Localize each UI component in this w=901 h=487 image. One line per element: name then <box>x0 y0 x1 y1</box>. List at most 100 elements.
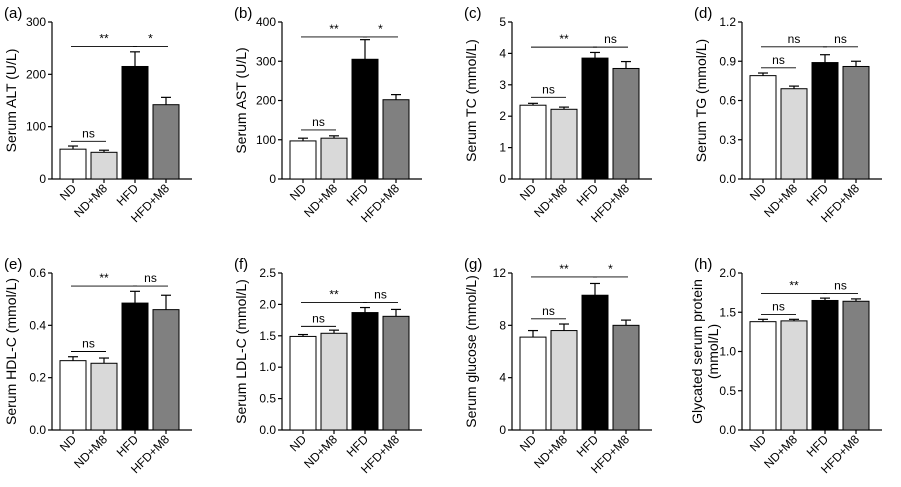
chart-panel-5: (e) Serum HDL-C (mmol/L) 0.0 0.2 0.4 0.6 NDND+… <box>3 256 192 476</box>
y-tick-label: 0.9 <box>719 54 736 68</box>
significance-label: ** <box>99 271 109 285</box>
x-tick-label: ND <box>747 432 769 454</box>
bar-nd-plus-m8 <box>550 108 578 180</box>
bar-hfd <box>581 57 609 180</box>
bar-nd-plus-m8 <box>90 151 118 180</box>
panel-label: (g) <box>464 256 482 273</box>
panel-label: (h) <box>694 256 712 273</box>
x-tick-label: HFD <box>574 181 602 209</box>
y-tick-label: 5 <box>499 15 506 29</box>
bar-nd <box>59 360 87 431</box>
bar-hfd-plus-m8 <box>842 300 870 431</box>
x-tick-label: ND <box>287 181 309 203</box>
x-tick-label: ND+M8 <box>301 181 340 220</box>
chart-panel-4: (d) Serum TG (mmol/L) 0.0 0.3 0.6 0.9 1.2 NDND+… <box>693 5 882 225</box>
y-axis-label: Serum LDL-C (mmol/L) <box>233 279 249 424</box>
bar-nd-plus-m8 <box>320 332 348 431</box>
significance-label: ns <box>834 32 847 46</box>
y-tick-label: 300 <box>256 54 276 68</box>
significance-label: ns <box>312 115 325 129</box>
bar-nd-plus-m8 <box>90 362 118 431</box>
y-tick-label: 100 <box>256 133 276 147</box>
x-tick-label: ND <box>57 181 79 203</box>
y-tick-label: 0.5 <box>719 384 736 398</box>
bar-hfd-plus-m8 <box>842 65 870 180</box>
y-axis-label: Serum TG (mmol/L) <box>693 39 709 162</box>
x-tick-label: HFD <box>344 432 372 460</box>
y-tick-label: 2 <box>499 109 506 123</box>
y-tick-label: 3 <box>499 78 506 92</box>
y-tick-label: 1 <box>499 141 506 155</box>
bar-nd-plus-m8 <box>780 320 808 431</box>
x-tick-label: ND+M8 <box>531 432 570 471</box>
significance-label: ns <box>312 311 325 325</box>
bar-nd <box>59 148 87 180</box>
y-axis-label: Glycated serum protein(mmol/L) <box>689 279 721 424</box>
x-tick-label: ND <box>517 432 539 454</box>
bar-nd-plus-m8 <box>780 88 808 180</box>
y-tick-label: 0.3 <box>719 133 736 147</box>
y-tick-label: 0 <box>39 172 46 186</box>
significance-label: ns <box>374 288 387 302</box>
significance-label: ns <box>834 278 847 292</box>
y-tick-label: 1.5 <box>259 329 276 343</box>
significance-label: ns <box>542 82 555 96</box>
panel-label: (e) <box>4 256 22 273</box>
y-tick-label: 8 <box>499 318 506 332</box>
y-tick-label: 0.0 <box>29 423 46 437</box>
y-axis-label: Serum TC (mmol/L) <box>463 39 479 162</box>
y-tick-label: 1.0 <box>259 360 276 374</box>
y-tick-label: 0.2 <box>29 371 46 385</box>
y-tick-label: 1.5 <box>719 305 736 319</box>
x-tick-label: ND+M8 <box>71 181 110 220</box>
x-tick-label: ND+M8 <box>71 432 110 471</box>
bar-hfd <box>581 294 609 431</box>
y-tick-label: 0.6 <box>29 266 46 280</box>
y-tick-label: 100 <box>26 120 46 134</box>
x-tick-label: ND+M8 <box>301 432 340 471</box>
significance-label: ns <box>772 53 785 67</box>
bar-nd-plus-m8 <box>320 137 348 180</box>
y-tick-label: 4 <box>499 371 506 385</box>
significance-label: * <box>608 262 613 276</box>
significance-label: ns <box>82 337 95 351</box>
significance-label: ns <box>772 300 785 314</box>
chart-panel-8: (h) Glycated serum protein(mmol/L)0.0 0.5 1… <box>689 256 882 476</box>
y-tick-label: 0.4 <box>29 318 46 332</box>
y-axis-label: Serum ALT (U/L) <box>3 49 19 153</box>
y-tick-label: 200 <box>26 67 46 81</box>
bar-nd <box>749 321 777 431</box>
bar-nd <box>519 104 547 180</box>
y-tick-label: 2.0 <box>259 297 276 311</box>
panel-label: (b) <box>234 5 252 22</box>
x-tick-label: ND <box>747 181 769 203</box>
y-tick-label: 0.0 <box>259 423 276 437</box>
y-tick-label: 0.6 <box>719 94 736 108</box>
y-axis-label-line: Glycated serum protein <box>689 279 705 424</box>
bar-hfd <box>351 312 379 431</box>
x-tick-label: HFD <box>804 181 832 209</box>
y-tick-label: 0.0 <box>719 423 736 437</box>
x-tick-label: HFD <box>804 432 832 460</box>
significance-label: ns <box>542 304 555 318</box>
y-tick-label: 0 <box>499 423 506 437</box>
bar-hfd-plus-m8 <box>152 104 180 180</box>
x-tick-label: HFD <box>114 181 142 209</box>
bar-nd <box>289 335 317 431</box>
y-tick-label: 4 <box>499 46 506 60</box>
significance-label: ** <box>329 288 339 302</box>
significance-label: ns <box>82 126 95 140</box>
x-tick-label: ND+M8 <box>761 181 800 220</box>
x-tick-label: ND <box>517 181 539 203</box>
y-tick-label: 0 <box>269 172 276 186</box>
y-tick-label: 200 <box>256 94 276 108</box>
significance-label: ** <box>559 262 569 276</box>
significance-label: ns <box>144 271 157 285</box>
significance-label: ** <box>329 22 339 36</box>
y-tick-label: 300 <box>26 15 46 29</box>
significance-label: * <box>148 32 153 46</box>
y-tick-label: 0.0 <box>719 172 736 186</box>
